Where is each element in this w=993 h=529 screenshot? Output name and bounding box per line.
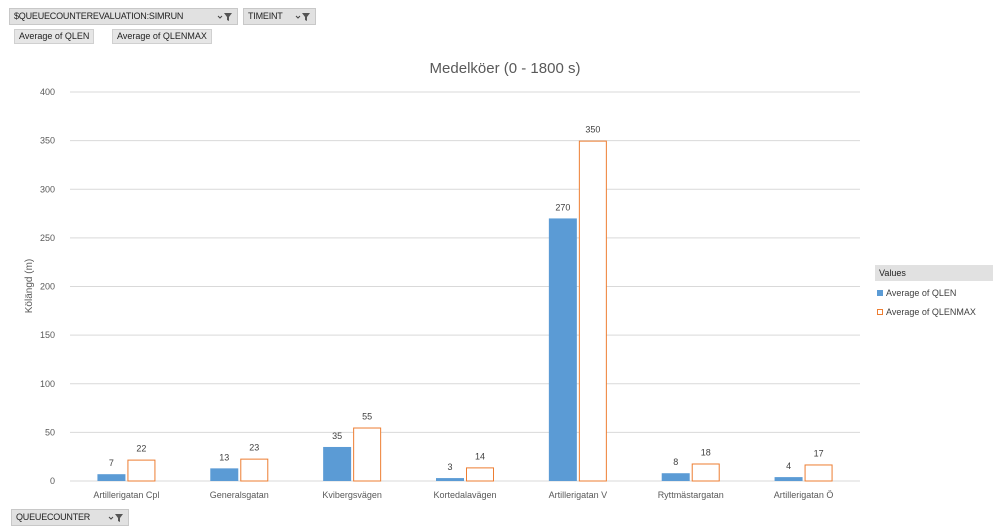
legend-item-qlen[interactable]: Average of QLEN: [877, 288, 956, 298]
bar-qlenmax: [804, 464, 833, 482]
bar-qlenmax: [691, 463, 720, 482]
x-tick-label: Ryttmästargatan: [658, 490, 724, 500]
x-tick-label: Artillerigatan Ö: [774, 490, 834, 500]
y-tick-label: 350: [40, 136, 55, 146]
bar-qlen: [436, 478, 464, 481]
y-tick-label: 50: [45, 427, 55, 437]
x-tick-label: Artillerigatan V: [549, 490, 608, 500]
legend-swatch-qlenmax: [877, 309, 883, 315]
filter-timeint-label: TIMEINT: [248, 11, 283, 21]
legend-label-qlen: Average of QLEN: [886, 288, 957, 298]
data-label-qlen: 7: [109, 458, 114, 468]
bar-qlenmax: [127, 459, 156, 482]
filter-queuecounter-label: QUEUECOUNTER: [16, 512, 91, 522]
x-tick-label: Artillerigatan Cpl: [93, 490, 159, 500]
data-label-qlen: 3: [447, 462, 452, 472]
data-label-qlen: 13: [219, 452, 229, 462]
data-label-qlenmax: 17: [814, 448, 824, 458]
bar-qlenmax: [466, 467, 494, 482]
data-label-qlenmax: 23: [249, 443, 259, 453]
x-tick-label: Generalsgatan: [210, 490, 269, 500]
filter-dropdown-icon[interactable]: [108, 513, 124, 523]
bar-qlenmax: [353, 427, 382, 482]
y-tick-label: 0: [50, 476, 55, 486]
data-label-qlenmax: 350: [585, 125, 600, 135]
filter-simrun-label: $QUEUECOUNTEREVALUATION:SIMRUN: [14, 11, 184, 21]
bar-qlen: [210, 468, 239, 481]
chart-title: Medelköer (0 - 1800 s): [430, 60, 581, 77]
filter-queuecounter-button[interactable]: QUEUECOUNTER: [11, 509, 129, 526]
data-label-qlen: 35: [332, 431, 342, 441]
y-tick-label: 150: [40, 330, 55, 340]
y-tick-label: 200: [40, 282, 55, 292]
legend-item-qlenmax[interactable]: Average of QLENMAX: [877, 307, 976, 317]
legend-label-qlenmax: Average of QLENMAX: [886, 307, 976, 317]
bar-qlen: [774, 477, 803, 481]
data-label-qlen: 270: [555, 202, 570, 212]
data-label-qlenmax: 18: [701, 447, 711, 457]
x-tick-label: Kvibergsvägen: [322, 490, 382, 500]
value-field-qlen-button[interactable]: Average of QLEN: [14, 29, 95, 44]
filter-timeint-button[interactable]: TIMEINT: [243, 8, 316, 25]
bar-qlen: [323, 446, 352, 481]
data-label-qlen: 4: [786, 461, 791, 471]
y-axis-title: Kölängd (m): [24, 259, 35, 313]
y-tick-label: 400: [40, 87, 55, 97]
data-label-qlenmax: 14: [475, 451, 485, 461]
y-tick-label: 250: [40, 233, 55, 243]
bar-qlenmax: [578, 140, 607, 482]
legend-title: Values: [875, 265, 993, 281]
bar-qlen: [661, 473, 690, 481]
x-tick-label: Kortedalavägen: [433, 490, 496, 500]
y-tick-label: 100: [40, 379, 55, 389]
filter-simrun-button[interactable]: $QUEUECOUNTEREVALUATION:SIMRUN: [9, 8, 238, 25]
bar-qlen: [97, 474, 126, 481]
y-tick-label: 300: [40, 184, 55, 194]
legend-swatch-qlen: [877, 290, 883, 296]
bar-qlenmax: [240, 458, 269, 482]
value-field-qlenmax-button[interactable]: Average of QLENMAX: [112, 29, 212, 44]
filter-dropdown-icon[interactable]: [217, 12, 233, 22]
data-label-qlen: 8: [673, 457, 678, 467]
bar-qlen: [548, 218, 577, 482]
data-label-qlenmax: 55: [362, 412, 372, 422]
filter-dropdown-icon[interactable]: [295, 12, 311, 22]
data-label-qlenmax: 22: [136, 444, 146, 454]
